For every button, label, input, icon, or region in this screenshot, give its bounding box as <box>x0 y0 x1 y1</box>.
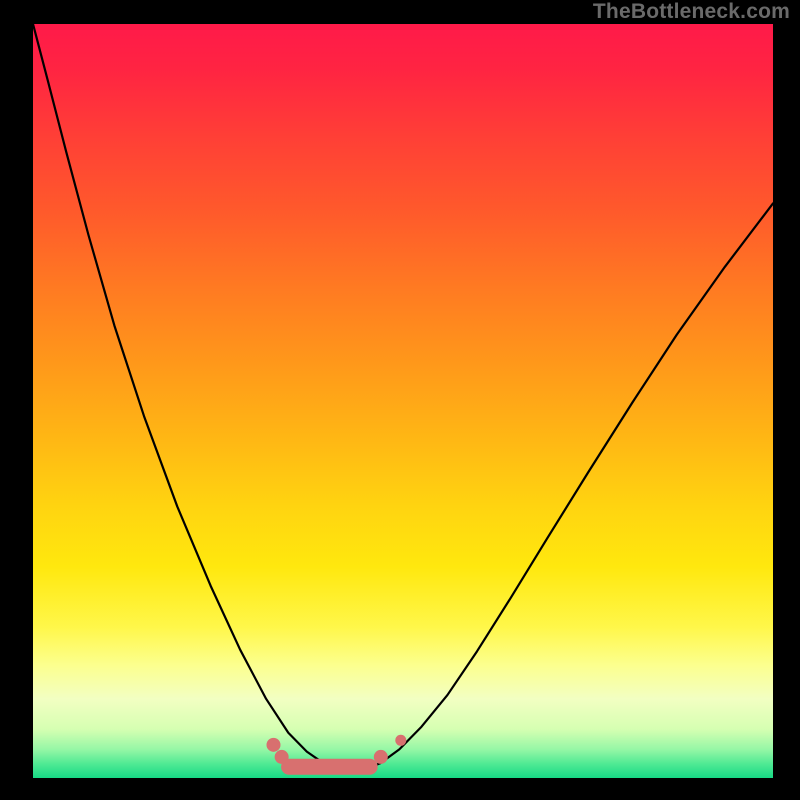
valley-capsule <box>281 759 378 775</box>
plot-area <box>33 24 773 778</box>
valley-dot <box>395 735 406 746</box>
valley-dot <box>374 750 388 764</box>
watermark-text: TheBottleneck.com <box>593 0 790 24</box>
chart-svg <box>33 24 773 778</box>
valley-dot <box>267 738 281 752</box>
gradient-background <box>33 24 773 778</box>
valley-dot <box>275 750 289 764</box>
chart-frame: TheBottleneck.com <box>0 0 800 800</box>
